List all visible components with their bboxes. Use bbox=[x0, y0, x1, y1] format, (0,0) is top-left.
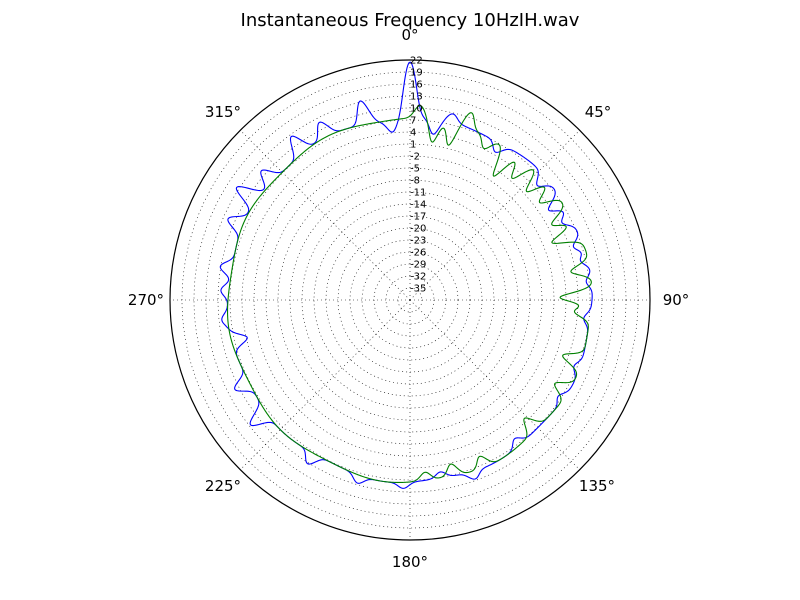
angle-tick-label: 135° bbox=[579, 477, 615, 495]
angle-tick-label: 45° bbox=[585, 103, 612, 121]
series-green-line bbox=[226, 105, 592, 484]
radial-tick-label: -5 bbox=[410, 164, 420, 175]
angular-grid-line bbox=[409, 299, 580, 470]
radial-tick-label: 10 bbox=[410, 104, 423, 115]
radial-tick-label: 4 bbox=[410, 128, 416, 139]
radial-tick-label: 19 bbox=[410, 68, 423, 79]
radial-tick-label: -14 bbox=[410, 200, 426, 211]
angle-tick-label: 225° bbox=[205, 477, 241, 495]
chart-series bbox=[219, 61, 593, 489]
radial-tick-label: -26 bbox=[410, 248, 426, 259]
radial-tick-label: -23 bbox=[410, 236, 426, 247]
radial-tick-label: -17 bbox=[410, 212, 426, 223]
angle-tick-label: 90° bbox=[663, 291, 690, 309]
radial-tick-label: -20 bbox=[410, 224, 426, 235]
angle-tick-label: 180° bbox=[392, 553, 428, 571]
angle-tick-label: 315° bbox=[205, 103, 241, 121]
radial-tick-label: -35 bbox=[410, 284, 426, 295]
angular-grid-line bbox=[409, 130, 580, 301]
radial-tick-label: -8 bbox=[410, 176, 420, 187]
chart-labels: 0° 45° 90° 135° 180° 225° 270° 315° 221916131074… bbox=[128, 26, 689, 571]
angular-grid-line bbox=[240, 299, 411, 470]
angular-grid-line bbox=[240, 130, 411, 301]
outer-circle bbox=[169, 59, 651, 541]
radial-tick-label: 13 bbox=[410, 92, 423, 103]
radial-tick-label: -32 bbox=[410, 272, 426, 283]
radial-tick-label: -29 bbox=[410, 260, 426, 271]
chart-title: Instantaneous Frequency 10HzIH.wav bbox=[241, 10, 580, 31]
angle-tick-label: 0° bbox=[401, 26, 418, 44]
radial-tick-label: 1 bbox=[410, 140, 416, 151]
radial-tick-label: 16 bbox=[410, 80, 423, 91]
radial-tick-label: -11 bbox=[410, 188, 426, 199]
radial-tick-label: 7 bbox=[410, 116, 416, 127]
radial-tick-label: -2 bbox=[410, 152, 420, 163]
radial-tick-label: 22 bbox=[410, 56, 423, 67]
angle-tick-label: 270° bbox=[128, 291, 164, 309]
series-blue-line bbox=[219, 61, 593, 489]
chart-grid bbox=[169, 59, 651, 541]
